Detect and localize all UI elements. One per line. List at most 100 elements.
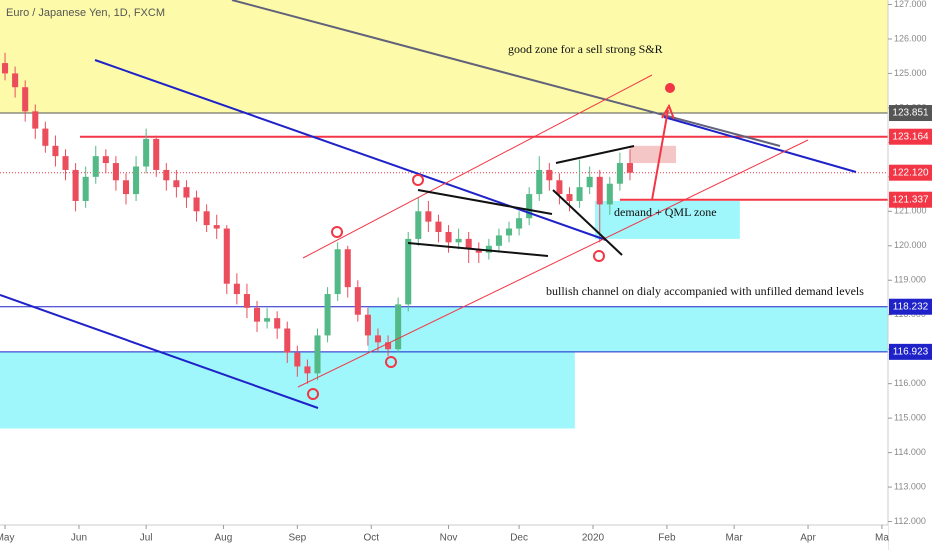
price-tag <box>889 298 932 315</box>
price-tag <box>889 164 932 181</box>
candle-body <box>395 304 402 350</box>
candle-body <box>22 87 29 112</box>
candle-body <box>92 156 99 177</box>
candle-body <box>133 166 140 195</box>
x-tick-label: Mar <box>726 533 744 544</box>
y-tick-label: 119.000 <box>894 275 926 285</box>
candle-body <box>425 211 432 222</box>
candle-body <box>52 145 59 157</box>
candle-body <box>516 218 523 229</box>
candle-body <box>536 169 543 195</box>
candle-body <box>2 63 9 74</box>
arrow-head <box>661 103 675 120</box>
price-tag <box>889 128 932 145</box>
candle-body <box>485 245 492 253</box>
candle-body <box>294 352 301 367</box>
channel-line <box>297 139 809 388</box>
annotation: bullish channel on dialy accompanied wit… <box>546 284 864 298</box>
price-tag <box>889 105 932 122</box>
candle-body <box>42 128 49 146</box>
price-axis <box>888 0 932 550</box>
candle-body <box>606 183 613 205</box>
x-tick-label: Nov <box>440 533 458 544</box>
y-tick-label: 113.000 <box>894 481 926 491</box>
candle-body <box>223 228 230 284</box>
candle-body <box>435 221 442 232</box>
drawings <box>0 0 857 409</box>
candle-body <box>183 187 190 198</box>
x-tick-label: Jul <box>140 533 153 544</box>
candle-body <box>284 328 291 353</box>
candle-body <box>546 169 553 181</box>
candle-body <box>243 294 250 308</box>
candle-body <box>102 156 109 164</box>
pattern-line <box>407 242 549 257</box>
candle-body <box>324 294 331 336</box>
levels <box>0 112 888 353</box>
x-tick-label: Oct <box>363 533 379 544</box>
chart-title: Euro / Japanese Yen, 1D, FXCM <box>6 7 165 19</box>
price-tag-label: 118.232 <box>893 301 929 312</box>
candle-body <box>32 111 39 129</box>
y-tick-label: 116.000 <box>894 378 926 388</box>
channel-line <box>302 74 653 259</box>
icon <box>307 388 319 400</box>
candle-body <box>616 163 623 184</box>
zone <box>0 351 575 429</box>
candle-body <box>556 180 563 195</box>
candle-body <box>163 169 170 181</box>
zone <box>629 145 676 164</box>
candle-body <box>233 283 240 295</box>
icon <box>331 226 343 238</box>
zones <box>0 0 888 429</box>
candle-body <box>385 342 392 350</box>
candle-body <box>72 169 79 201</box>
candle-body <box>364 314 371 336</box>
annotation: good zone for a sell strong S&R <box>508 42 663 56</box>
zone <box>367 306 888 352</box>
candle-body <box>576 187 583 201</box>
candle-body <box>274 318 281 329</box>
icon <box>385 356 397 368</box>
y-tick-label: 127.000 <box>894 0 927 9</box>
candle-body <box>314 335 321 374</box>
x-tick-label: May <box>0 533 14 544</box>
y-tick-label: 115.000 <box>894 413 926 423</box>
candle-body <box>264 318 271 322</box>
x-tick-label: Ma <box>875 533 889 544</box>
candle-body <box>122 180 130 195</box>
price-tag-label: 123.164 <box>892 131 929 142</box>
y-tick-label: 114.000 <box>894 447 926 457</box>
candle-body <box>445 231 452 243</box>
price-tag <box>889 343 932 360</box>
trend-line <box>663 116 857 173</box>
price-tag-label: 116.923 <box>893 346 929 357</box>
candle-body <box>344 249 351 288</box>
candle-body <box>254 307 261 322</box>
trend-line <box>0 294 319 409</box>
x-tick-label: Feb <box>658 533 676 544</box>
candle-body <box>203 211 210 226</box>
candle-body <box>495 235 502 246</box>
trend-line <box>231 0 781 147</box>
candle-body <box>213 225 220 229</box>
y-tick-label: 112.000 <box>894 516 926 526</box>
candle-body <box>586 176 593 188</box>
candle-body <box>475 249 482 253</box>
zone <box>595 200 740 239</box>
y-tick-label: 125.000 <box>894 68 927 78</box>
time-axis <box>0 525 888 550</box>
y-tick-label: 121.000 <box>894 206 927 216</box>
candle-body <box>354 287 361 315</box>
icon <box>593 250 605 262</box>
price-tag <box>889 191 932 208</box>
candle-body <box>596 176 603 205</box>
x-tick-label: Sep <box>288 533 306 544</box>
candle-body <box>173 180 180 188</box>
candle-body <box>334 249 341 295</box>
candle-body <box>62 156 69 170</box>
x-tick-label: Aug <box>215 533 233 544</box>
pattern-line <box>555 145 635 164</box>
